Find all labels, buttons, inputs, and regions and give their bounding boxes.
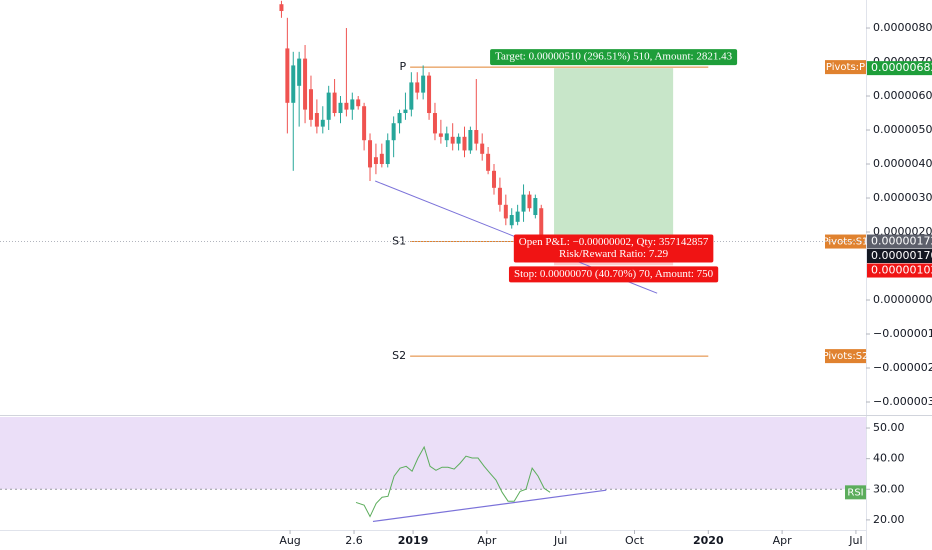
- y-tick-label: −0.00000100: [873, 327, 932, 340]
- candle-body: [521, 194, 526, 212]
- pnl-label-text: Open P&L: −0.00000002, Qty: 357142857: [519, 236, 709, 248]
- y-tick-label: 20.00: [873, 513, 905, 526]
- candle-body: [515, 211, 520, 222]
- price-label: 0.00000170: [871, 249, 932, 262]
- price-label: 0.00000682: [871, 61, 932, 74]
- target-label-text: Target: 0.00000510 (296.51%) 510, Amount…: [495, 51, 733, 63]
- candle-body: [456, 136, 461, 144]
- rsi-name: RSI: [847, 487, 863, 498]
- rsi-trend-line: [372, 489, 607, 523]
- candle-body: [421, 75, 426, 93]
- y-tick-label: 0.00000000: [873, 293, 932, 306]
- x-tick-label: Oct: [625, 534, 645, 547]
- x-tick-label: 2019: [398, 534, 429, 547]
- candle-body: [539, 208, 544, 242]
- price-label-box: [867, 234, 932, 249]
- candle-body: [480, 143, 485, 154]
- pivot-name: P: [399, 60, 406, 73]
- rsi-name-box: [845, 485, 866, 500]
- x-tick-label: Aug: [279, 534, 300, 547]
- candle-body: [379, 153, 384, 165]
- candle-body: [503, 204, 508, 219]
- candle-body: [326, 92, 331, 120]
- candle-body: [450, 136, 455, 144]
- y-tick-label: 50.00: [873, 421, 905, 434]
- candle-body: [468, 130, 473, 151]
- candle-body: [427, 75, 432, 114]
- candle-body: [432, 113, 437, 134]
- price-label: 0.00000172: [871, 235, 932, 248]
- candle-body: [344, 102, 349, 110]
- profit-zone: [554, 68, 674, 242]
- candle-body: [368, 140, 373, 168]
- candle-body: [332, 92, 337, 114]
- x-tick-label: Jul: [848, 534, 862, 547]
- y-tick-label: 30.00: [873, 482, 905, 495]
- candle-body: [320, 119, 325, 127]
- candle-body: [373, 157, 378, 165]
- pivot-name: S2: [392, 349, 406, 362]
- x-tick-label: Apr: [773, 534, 793, 547]
- pivot-axis-label: Pivots:S1: [823, 237, 869, 248]
- candle-body: [497, 187, 502, 205]
- candle-body: [462, 136, 467, 151]
- pnl-label-text: Risk/Reward Ratio: 7.29: [559, 248, 669, 260]
- pivot-axis-box: [825, 349, 866, 364]
- price-label-box: [867, 263, 932, 278]
- candle-body: [385, 140, 390, 165]
- candle-body: [444, 133, 449, 141]
- x-tick-label: Apr: [477, 534, 497, 547]
- candle-body: [308, 89, 313, 120]
- pivot-axis-box: [825, 234, 866, 249]
- pnl-label-box: [513, 234, 714, 263]
- y-tick-label: 40.00: [873, 452, 905, 465]
- rsi-band: [0, 417, 866, 490]
- x-tick-label: Jul: [553, 534, 567, 547]
- candle-body: [474, 130, 479, 144]
- price-label-box: [867, 249, 932, 264]
- candle-body: [415, 82, 420, 93]
- rsi-line: [355, 445, 551, 518]
- candle-body: [303, 58, 308, 110]
- price-label-box: [867, 61, 932, 76]
- candle-body: [533, 198, 538, 216]
- candle-body: [350, 99, 355, 110]
- stop-label-box: [508, 266, 719, 283]
- x-tick-label: 2.6: [345, 534, 363, 547]
- candle-body: [397, 113, 402, 124]
- candle-body: [356, 99, 361, 107]
- candle-body: [486, 153, 491, 171]
- candle-body: [338, 102, 343, 114]
- candle-body: [297, 58, 302, 86]
- candle-body: [409, 82, 414, 110]
- candle-body: [291, 65, 296, 103]
- stop-label-text: Stop: 0.00000070 (40.70%) 70, Amount: 75…: [514, 268, 714, 280]
- pivot-axis-label: Pivots:S2: [823, 351, 869, 362]
- pivot-axis-label: Pivots:P: [826, 62, 865, 73]
- candle-body: [438, 133, 443, 137]
- candle-body: [509, 215, 514, 226]
- x-tick-label: 2020: [693, 534, 724, 547]
- candle-body: [285, 48, 290, 103]
- pivot-axis-box: [825, 60, 866, 75]
- candle-body: [527, 194, 532, 209]
- candle-body: [279, 4, 284, 12]
- target-label-box: [490, 49, 738, 66]
- candle-body: [362, 106, 367, 141]
- candle-body: [314, 113, 319, 127]
- candle-body: [492, 170, 497, 188]
- candle-body: [403, 109, 408, 114]
- candle-body: [391, 123, 396, 141]
- price-label: 0.00000102: [871, 264, 932, 277]
